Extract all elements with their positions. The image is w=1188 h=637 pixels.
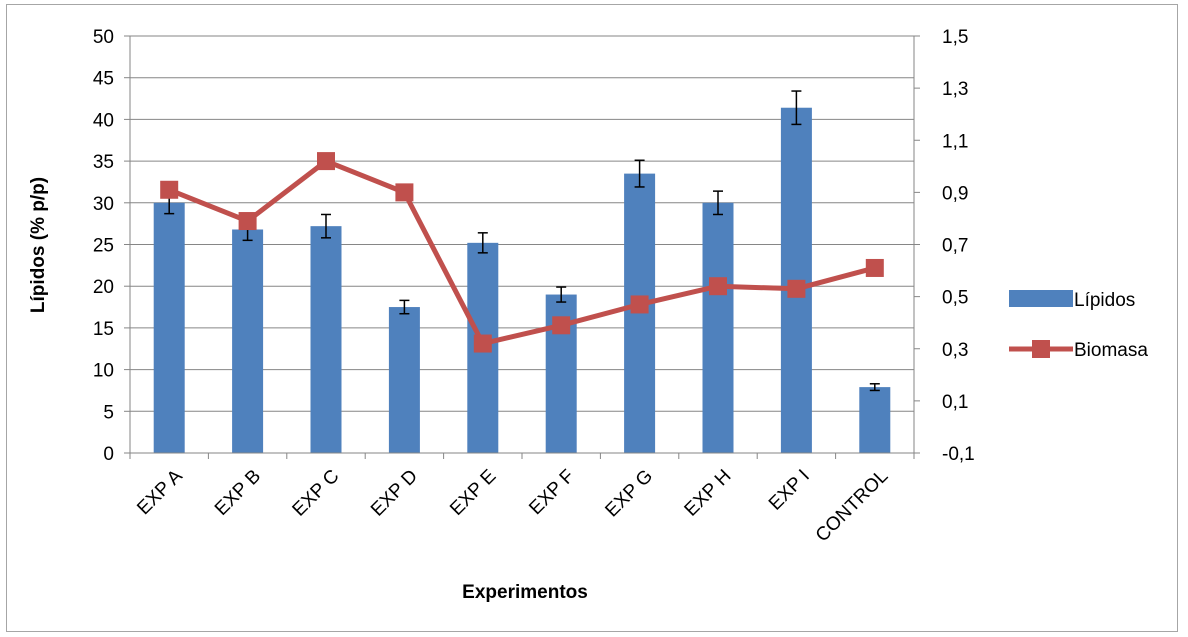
biomasa-marker [160, 180, 179, 199]
y-tick-label: 30 [93, 194, 114, 215]
y-tick-label: 20 [93, 277, 114, 298]
lipidos-bars [153, 107, 891, 454]
axes [124, 35, 920, 459]
y2-tick-label: 0,5 [942, 288, 968, 309]
y-tick-label: 0 [103, 444, 114, 465]
x-tick-label: EXP F [525, 466, 578, 519]
bar-lipidos [859, 387, 891, 453]
x-tick-label: EXP I [765, 466, 814, 515]
biomasa-marker [787, 279, 806, 298]
legend-marker-biomasa [1032, 340, 1050, 358]
x-tick-label: CONTROL [812, 466, 893, 547]
y2-tick-label: 0,7 [942, 236, 968, 257]
y2-tick-label: 1,1 [942, 131, 968, 152]
x-tick-label: EXP G [601, 466, 657, 522]
bar-lipidos [702, 202, 734, 453]
y-tick-label: 40 [93, 110, 114, 131]
left-axis-tick-labels: 0 5 10 15 20 25 30 35 40 45 50 [93, 27, 114, 465]
y2-tick-label: -0,1 [942, 444, 975, 465]
x-axis-tick-labels: EXP A EXP B EXP C EXP D EXP E EXP F EXP G EXP H… [133, 465, 892, 546]
y2-tick-label: 0,1 [942, 392, 968, 413]
biomasa-marker [552, 316, 571, 335]
y2-tick-label: 1,5 [942, 27, 968, 48]
biomasa-marker [238, 212, 257, 231]
x-axis-title: Experimentos [462, 582, 588, 603]
legend-label-lipidos: Lípidos [1074, 290, 1135, 311]
biomasa-marker [865, 258, 884, 277]
biomasa-marker [630, 295, 649, 314]
biomasa-marker [317, 152, 335, 171]
y-tick-label: 45 [93, 69, 114, 90]
legend: Lípidos Biomasa [1009, 290, 1148, 361]
x-tick-label: EXP B [211, 466, 265, 520]
legend-swatch-lipidos [1009, 290, 1073, 307]
biomasa-marker [709, 277, 727, 296]
x-tick-label: EXP C [289, 466, 344, 521]
y-tick-label: 10 [93, 361, 114, 382]
biomasa-marker [473, 334, 492, 353]
y-tick-label: 5 [103, 402, 114, 423]
bar-lipidos [388, 307, 420, 453]
biomasa-line [160, 152, 884, 353]
x-tick-label: EXP A [133, 465, 187, 519]
x-tick-label: EXP D [367, 466, 422, 521]
y-tick-label: 35 [93, 152, 114, 173]
bar-lipidos [310, 226, 342, 453]
y-tick-label: 25 [93, 236, 114, 257]
y-tick-label: 15 [93, 319, 114, 340]
x-tick-label: EXP H [681, 466, 736, 521]
y2-tick-label: 1,3 [942, 79, 968, 100]
right-axis-tick-labels: -0,1 0,1 0,3 0,5 0,7 0,9 1,1 1,3 1,5 [942, 27, 975, 465]
bar-lipidos [153, 202, 185, 453]
y-tick-label: 50 [93, 27, 114, 48]
y-axis-title: Lípidos (% p/p) [28, 177, 49, 313]
bar-lipidos [232, 229, 264, 453]
legend-label-biomasa: Biomasa [1074, 340, 1148, 361]
biomasa-marker [395, 183, 414, 202]
biomasa-series-line [168, 158, 876, 347]
x-tick-label: EXP E [446, 466, 500, 520]
y2-tick-label: 0,9 [942, 183, 968, 204]
lipidos-error-bars [164, 90, 880, 392]
y2-tick-label: 0,3 [942, 340, 968, 361]
